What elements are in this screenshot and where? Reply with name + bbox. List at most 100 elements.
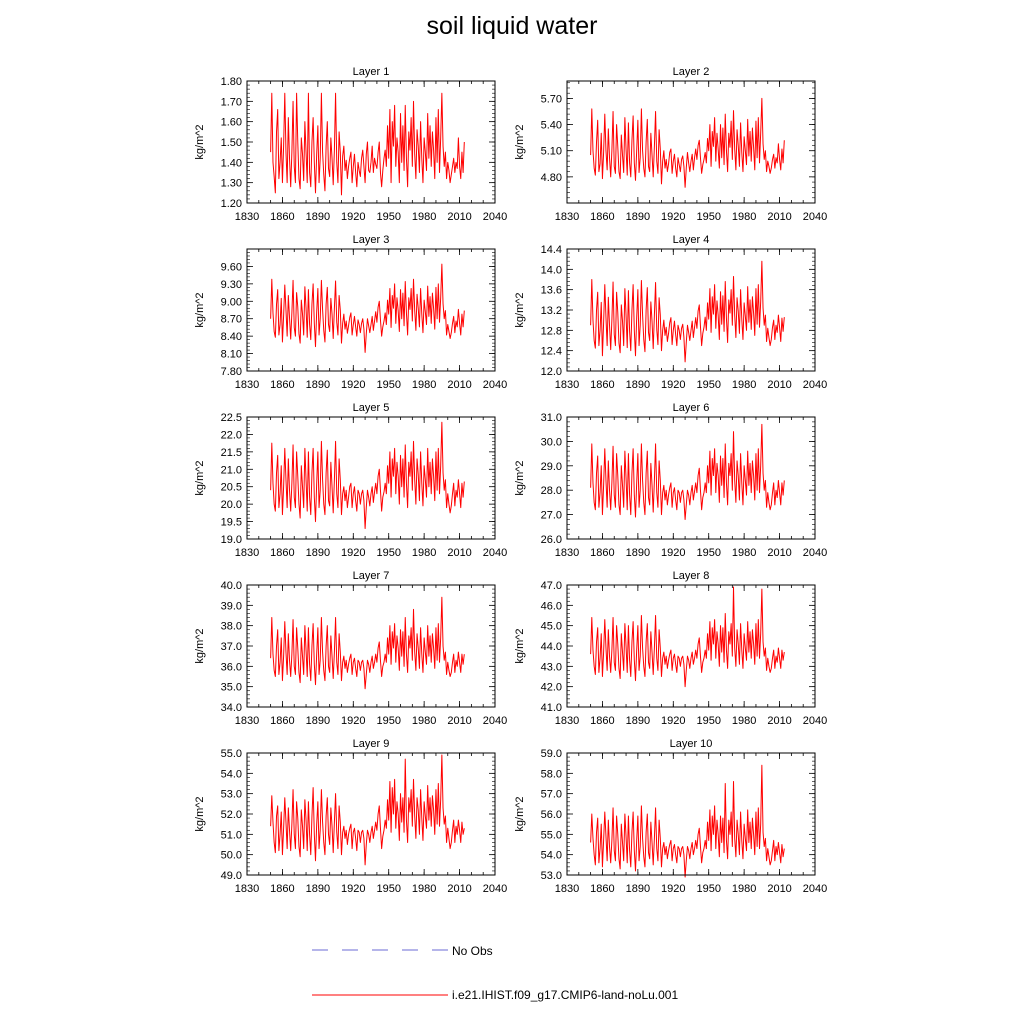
x-tick-label: 1980 <box>412 211 436 223</box>
panel-title: Layer 6 <box>673 402 710 414</box>
x-tick-label: 2040 <box>483 379 507 391</box>
y-tick-label: 22.5 <box>221 412 242 424</box>
x-tick-label: 1980 <box>412 379 436 391</box>
y-tick-label: 1.50 <box>221 137 242 149</box>
y-tick-label: 38.0 <box>221 621 242 633</box>
y-axis-label: kg/m^2 <box>514 292 526 327</box>
y-tick-label: 27.0 <box>541 510 562 522</box>
panel-title: Layer 5 <box>353 402 390 414</box>
panel-title: Layer 9 <box>353 738 390 750</box>
x-tick-label: 1890 <box>626 883 650 895</box>
y-axis-label: kg/m^2 <box>514 796 526 831</box>
x-tick-label: 1830 <box>555 883 579 895</box>
x-tick-label: 2040 <box>803 883 827 895</box>
x-tick-label: 1980 <box>732 883 756 895</box>
y-tick-label: 28.0 <box>541 485 562 497</box>
y-tick-label: 43.0 <box>541 661 562 673</box>
x-tick-label: 1980 <box>732 211 756 223</box>
y-tick-label: 12.0 <box>541 366 562 378</box>
x-tick-label: 1950 <box>376 379 400 391</box>
y-tick-label: 53.0 <box>221 789 242 801</box>
x-tick-label: 1830 <box>235 379 259 391</box>
x-tick-label: 2010 <box>447 715 471 727</box>
x-tick-label: 1830 <box>235 715 259 727</box>
x-tick-label: 1920 <box>341 379 365 391</box>
x-tick-label: 1980 <box>732 715 756 727</box>
y-tick-label: 36.0 <box>221 661 242 673</box>
x-tick-label: 2010 <box>767 715 791 727</box>
x-tick-label: 1920 <box>661 547 685 559</box>
plot-frame <box>566 80 816 204</box>
y-tick-label: 53.0 <box>541 870 562 882</box>
y-tick-label: 34.0 <box>221 702 242 714</box>
x-tick-label: 1920 <box>661 379 685 391</box>
y-tick-label: 8.70 <box>221 314 242 326</box>
series-line <box>270 263 465 353</box>
x-tick-label: 1860 <box>270 379 294 391</box>
x-tick-label: 1920 <box>661 211 685 223</box>
y-tick-label: 9.00 <box>221 296 242 308</box>
x-tick-label: 1890 <box>626 211 650 223</box>
y-tick-label: 1.80 <box>221 76 242 88</box>
series-line <box>270 92 465 196</box>
y-tick-label: 45.0 <box>541 621 562 633</box>
y-tick-label: 9.60 <box>221 261 242 273</box>
x-tick-label: 1860 <box>270 715 294 727</box>
series-line <box>590 764 785 878</box>
panel-title: Layer 1 <box>353 66 390 78</box>
y-tick-label: 44.0 <box>541 641 562 653</box>
panel-7: Layer 7 kg/m^2 1830 1860 1890 1920 1950 1980 201… <box>194 570 507 727</box>
y-tick-label: 46.0 <box>541 600 562 612</box>
x-tick-label: 1830 <box>555 211 579 223</box>
x-tick-label: 1950 <box>376 547 400 559</box>
y-tick-label: 29.0 <box>541 461 562 473</box>
x-tick-label: 1860 <box>270 883 294 895</box>
y-axis-label: kg/m^2 <box>514 460 526 495</box>
y-tick-label: 52.0 <box>221 809 242 821</box>
y-tick-label: 54.0 <box>221 768 242 780</box>
x-tick-label: 1830 <box>235 883 259 895</box>
y-tick-label: 1.30 <box>221 178 242 190</box>
x-tick-label: 2040 <box>803 211 827 223</box>
x-tick-label: 1860 <box>270 547 294 559</box>
x-tick-label: 1980 <box>412 547 436 559</box>
y-tick-label: 59.0 <box>541 748 562 760</box>
panel-5: Layer 5 kg/m^2 1830 1860 1890 1920 1950 1980 201… <box>194 402 507 559</box>
y-tick-label: 19.0 <box>221 534 242 546</box>
y-tick-label: 50.0 <box>221 850 242 862</box>
series-line <box>590 260 785 363</box>
x-tick-label: 2010 <box>447 211 471 223</box>
y-tick-label: 42.0 <box>541 682 562 694</box>
x-tick-label: 1980 <box>412 715 436 727</box>
x-tick-label: 1920 <box>341 883 365 895</box>
y-axis-label: kg/m^2 <box>514 124 526 159</box>
y-tick-label: 41.0 <box>541 702 562 714</box>
x-tick-label: 2040 <box>483 211 507 223</box>
x-tick-label: 2010 <box>447 547 471 559</box>
panel-title: Layer 10 <box>670 738 713 750</box>
x-tick-label: 1830 <box>235 547 259 559</box>
x-tick-label: 1890 <box>626 379 650 391</box>
y-tick-label: 1.70 <box>221 96 242 108</box>
y-tick-label: 14.0 <box>541 264 562 276</box>
y-tick-label: 20.5 <box>221 482 242 494</box>
y-tick-label: 22.0 <box>221 429 242 441</box>
y-tick-label: 8.40 <box>221 331 242 343</box>
y-tick-label: 49.0 <box>221 870 242 882</box>
y-tick-label: 9.30 <box>221 279 242 291</box>
x-tick-label: 1890 <box>306 883 330 895</box>
y-tick-label: 31.0 <box>541 412 562 424</box>
x-tick-label: 1860 <box>590 379 614 391</box>
x-tick-label: 1890 <box>626 715 650 727</box>
plot-frame <box>246 248 496 372</box>
panel-6: Layer 6 kg/m^2 1830 1860 1890 1920 1950 1980 201… <box>514 402 827 559</box>
y-axis-label: kg/m^2 <box>194 124 206 159</box>
x-tick-label: 2040 <box>483 715 507 727</box>
panel-1: Layer 1 kg/m^2 1830 1860 1890 1920 1950 1980 201… <box>194 66 507 223</box>
series-line <box>590 423 785 520</box>
plot-frame <box>566 584 816 708</box>
x-tick-label: 2010 <box>767 547 791 559</box>
x-tick-label: 1950 <box>696 547 720 559</box>
x-tick-label: 2010 <box>767 379 791 391</box>
